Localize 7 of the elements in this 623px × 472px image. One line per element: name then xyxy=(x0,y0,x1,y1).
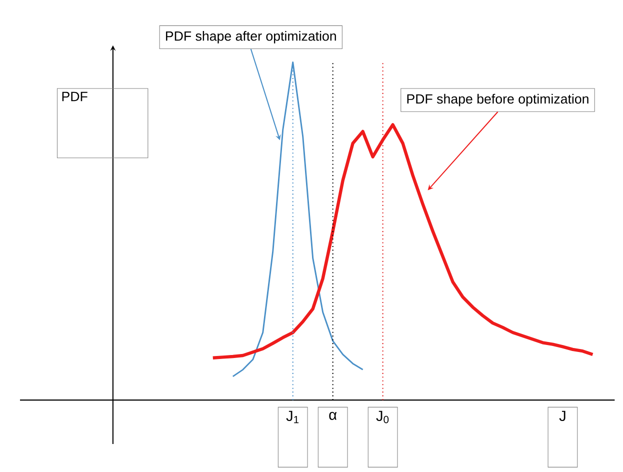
x-tick-label: J$_{0}$ xyxy=(376,410,389,424)
text: PDF shape after optimization xyxy=(166,31,336,44)
annotation: PDF shape before optimization xyxy=(407,94,588,106)
x-tick-label: α xyxy=(329,412,337,420)
x-tick-label: J$_{1}$ xyxy=(286,410,299,424)
text: PDF xyxy=(62,92,88,102)
x-tick-label: J xyxy=(559,410,566,422)
